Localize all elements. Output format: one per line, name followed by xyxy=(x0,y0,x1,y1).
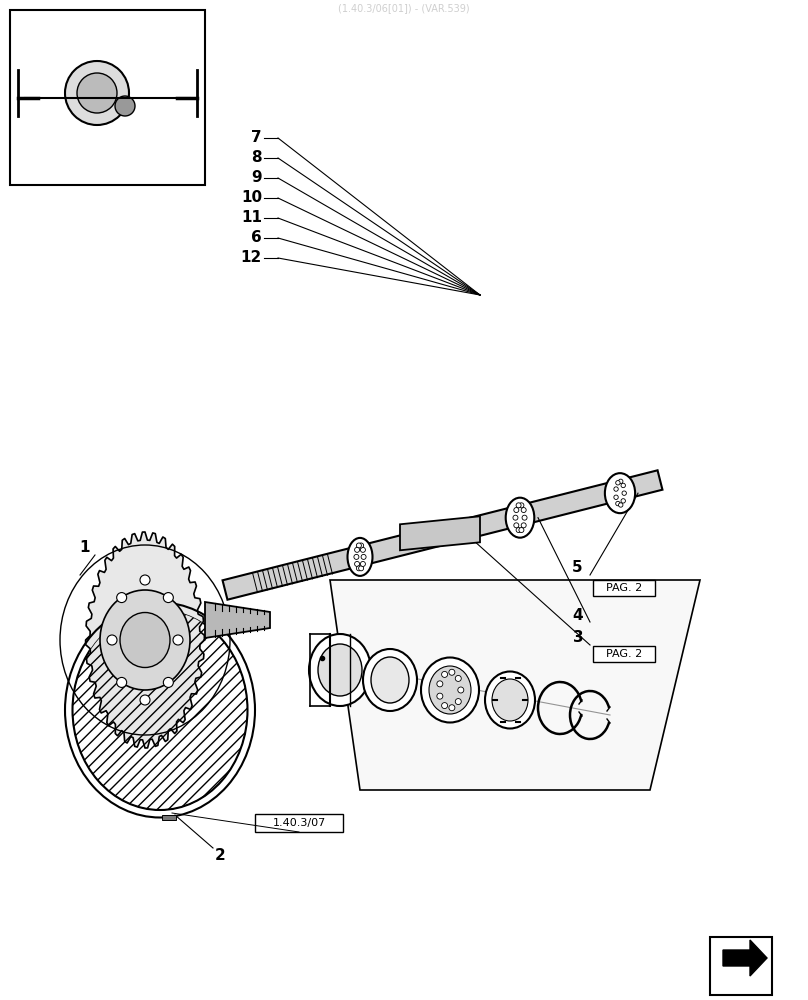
Circle shape xyxy=(354,554,359,559)
Circle shape xyxy=(449,705,455,711)
Text: 2: 2 xyxy=(215,848,225,862)
Circle shape xyxy=(619,503,623,507)
Circle shape xyxy=(355,547,360,552)
Polygon shape xyxy=(86,532,204,748)
Text: 4: 4 xyxy=(573,607,583,622)
Text: 3: 3 xyxy=(573,631,583,646)
Circle shape xyxy=(359,543,364,548)
Text: 11: 11 xyxy=(241,211,262,226)
Ellipse shape xyxy=(347,538,372,576)
Circle shape xyxy=(519,528,524,533)
Circle shape xyxy=(116,677,127,687)
Text: PAG. 2: PAG. 2 xyxy=(606,649,642,659)
Circle shape xyxy=(437,681,443,687)
Circle shape xyxy=(616,501,620,506)
Circle shape xyxy=(361,554,366,559)
Ellipse shape xyxy=(363,649,417,711)
Ellipse shape xyxy=(506,498,534,538)
Circle shape xyxy=(65,61,129,125)
Circle shape xyxy=(621,483,625,488)
Circle shape xyxy=(449,669,455,675)
Circle shape xyxy=(140,575,150,585)
Circle shape xyxy=(516,503,521,508)
Circle shape xyxy=(355,561,360,566)
Circle shape xyxy=(614,495,618,499)
Circle shape xyxy=(513,515,518,520)
Ellipse shape xyxy=(429,666,471,714)
Circle shape xyxy=(621,499,625,503)
Text: 8: 8 xyxy=(251,150,262,165)
Bar xyxy=(593,646,655,662)
Text: 1.40.3/07: 1.40.3/07 xyxy=(272,818,326,828)
Circle shape xyxy=(107,635,117,645)
Circle shape xyxy=(458,687,464,693)
Circle shape xyxy=(455,675,461,681)
Circle shape xyxy=(614,487,618,491)
Circle shape xyxy=(521,523,526,528)
Ellipse shape xyxy=(605,473,635,513)
Circle shape xyxy=(521,508,526,513)
Ellipse shape xyxy=(371,657,409,703)
Polygon shape xyxy=(330,580,700,790)
Circle shape xyxy=(522,515,527,520)
Ellipse shape xyxy=(492,679,528,721)
Circle shape xyxy=(173,635,183,645)
Bar xyxy=(10,10,205,185)
Polygon shape xyxy=(222,470,663,600)
Bar xyxy=(710,937,772,995)
Bar xyxy=(255,814,343,832)
Circle shape xyxy=(163,677,174,687)
Circle shape xyxy=(356,543,361,548)
Ellipse shape xyxy=(485,672,535,728)
Circle shape xyxy=(514,508,519,513)
Text: 1: 1 xyxy=(80,540,90,556)
Circle shape xyxy=(115,96,135,116)
Ellipse shape xyxy=(120,612,170,668)
Bar xyxy=(593,580,655,596)
Text: 6: 6 xyxy=(251,231,262,245)
Text: (1.40.3/06[01]) - (VAR.539): (1.40.3/06[01]) - (VAR.539) xyxy=(339,3,469,13)
Ellipse shape xyxy=(309,634,371,706)
Circle shape xyxy=(516,528,521,533)
Circle shape xyxy=(140,695,150,705)
Polygon shape xyxy=(723,940,767,976)
Text: 12: 12 xyxy=(241,250,262,265)
Circle shape xyxy=(442,671,448,677)
Circle shape xyxy=(116,593,127,603)
Circle shape xyxy=(455,699,461,705)
Text: 9: 9 xyxy=(251,170,262,186)
Circle shape xyxy=(616,481,620,485)
Circle shape xyxy=(359,566,364,571)
Text: 10: 10 xyxy=(241,190,262,206)
Circle shape xyxy=(619,479,623,484)
Polygon shape xyxy=(400,516,480,550)
Ellipse shape xyxy=(100,590,190,690)
Circle shape xyxy=(77,73,117,113)
Circle shape xyxy=(514,523,519,528)
Ellipse shape xyxy=(318,644,362,696)
Circle shape xyxy=(360,561,365,566)
Ellipse shape xyxy=(421,658,479,722)
Circle shape xyxy=(442,703,448,709)
Circle shape xyxy=(519,503,524,508)
Ellipse shape xyxy=(73,610,247,810)
Text: 7: 7 xyxy=(251,130,262,145)
Text: PAG. 2: PAG. 2 xyxy=(606,583,642,593)
Circle shape xyxy=(437,693,443,699)
Circle shape xyxy=(360,547,365,552)
Circle shape xyxy=(622,491,626,495)
Circle shape xyxy=(356,566,361,571)
Circle shape xyxy=(163,593,174,603)
Text: 5: 5 xyxy=(572,560,583,576)
Polygon shape xyxy=(205,602,270,638)
Bar xyxy=(162,815,176,820)
